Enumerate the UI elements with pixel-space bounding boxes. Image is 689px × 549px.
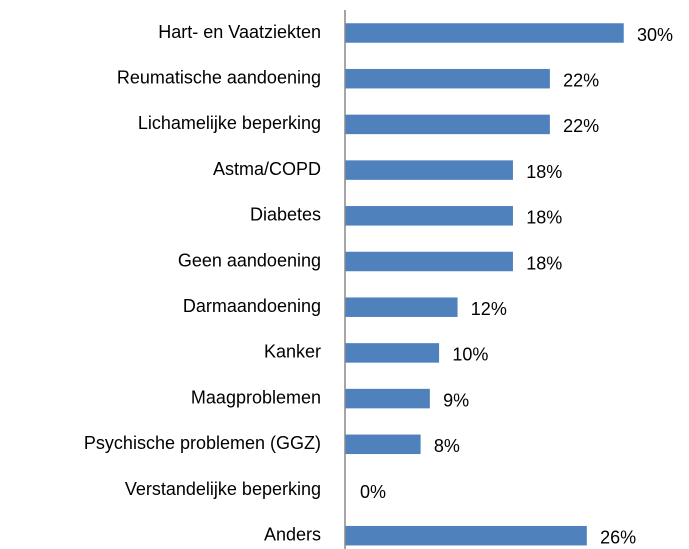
- bar: [345, 525, 587, 546]
- data-label: 18%: [526, 208, 562, 228]
- data-label: 8%: [434, 436, 460, 456]
- category-label: Hart- en Vaatziekten: [158, 22, 321, 42]
- data-label: 18%: [526, 162, 562, 182]
- category-label: Maagproblemen: [191, 387, 321, 407]
- bar: [345, 206, 513, 226]
- bar: [345, 297, 458, 317]
- data-label: 10%: [452, 345, 488, 365]
- bar: [345, 23, 624, 43]
- data-label: 0%: [360, 482, 386, 502]
- category-label: Anders: [264, 524, 321, 544]
- bar: [345, 343, 440, 363]
- bar: [345, 160, 513, 180]
- bar: [345, 251, 513, 272]
- data-label: 12%: [471, 299, 507, 319]
- category-label: Astma/COPD: [213, 159, 321, 179]
- data-label: 18%: [526, 253, 562, 273]
- category-label: Lichamelijke beperking: [138, 113, 321, 133]
- bar: [345, 68, 550, 89]
- data-label: 22%: [563, 70, 599, 90]
- bar: [345, 388, 430, 409]
- category-label: Psychische problemen (GGZ): [84, 433, 321, 453]
- data-label: 9%: [443, 390, 469, 410]
- data-label: 30%: [637, 25, 673, 45]
- category-label: Diabetes: [250, 205, 321, 225]
- category-label: Verstandelijke beperking: [125, 479, 321, 499]
- data-label: 26%: [600, 527, 636, 547]
- category-label: Geen aandoening: [178, 250, 321, 270]
- category-label: Kanker: [264, 342, 321, 362]
- bar: [345, 434, 421, 455]
- bar: [345, 114, 550, 135]
- data-label: 22%: [563, 116, 599, 136]
- category-label: Darmaandoening: [183, 296, 321, 316]
- category-label: Reumatische aandoening: [117, 67, 321, 87]
